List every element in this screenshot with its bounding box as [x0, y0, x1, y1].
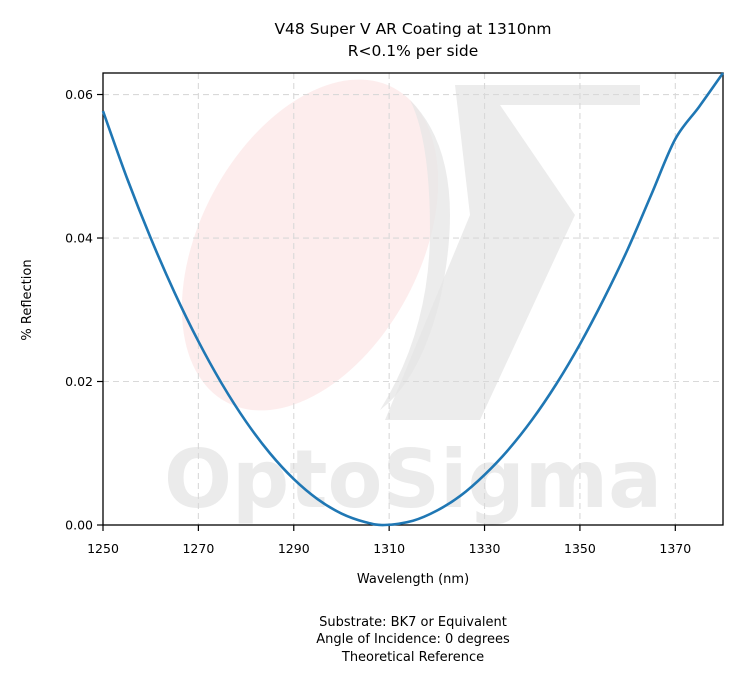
optosigma-watermark: OptoSigma	[164, 79, 662, 526]
grid-lines	[103, 73, 723, 525]
chart-subtitle: R<0.1% per side	[348, 42, 479, 60]
y-tick-label: 0.00	[65, 518, 93, 533]
series-layer	[101, 72, 725, 527]
reflection-curve	[101, 72, 725, 527]
x-tick-label: 1350	[564, 541, 596, 556]
y-tick-label: 0.04	[65, 231, 93, 246]
footnote-angle: Angle of Incidence: 0 degrees	[316, 632, 510, 647]
plot-frame	[102, 72, 724, 526]
x-tick-label: 1370	[659, 541, 691, 556]
watermark-ellipse	[181, 79, 439, 411]
x-axis-label: Wavelength (nm)	[357, 572, 469, 587]
y-tick-label: 0.06	[65, 87, 93, 102]
watermark-sigma-shape	[385, 85, 640, 420]
y-axis-label: % Reflection	[20, 259, 35, 340]
x-tick-label: 1310	[373, 541, 405, 556]
watermark-brand: OptoSigma	[164, 433, 662, 526]
y-tick-label: 0.02	[65, 374, 93, 389]
watermark-omega-shape	[380, 100, 450, 410]
axis-ticks: 1250 1270 1290 1310 1330 1350 1370 0.00 0.02 0.04…	[65, 87, 691, 556]
x-tick-label: 1330	[469, 541, 501, 556]
x-tick-label: 1250	[87, 541, 119, 556]
x-tick-label: 1290	[278, 541, 310, 556]
footnote-substrate: Substrate: BK7 or Equivalent	[319, 615, 507, 630]
footnote-reference: Theoretical Reference	[341, 650, 484, 665]
x-tick-label: 1270	[182, 541, 214, 556]
chart-title: V48 Super V AR Coating at 1310nm	[274, 20, 551, 38]
